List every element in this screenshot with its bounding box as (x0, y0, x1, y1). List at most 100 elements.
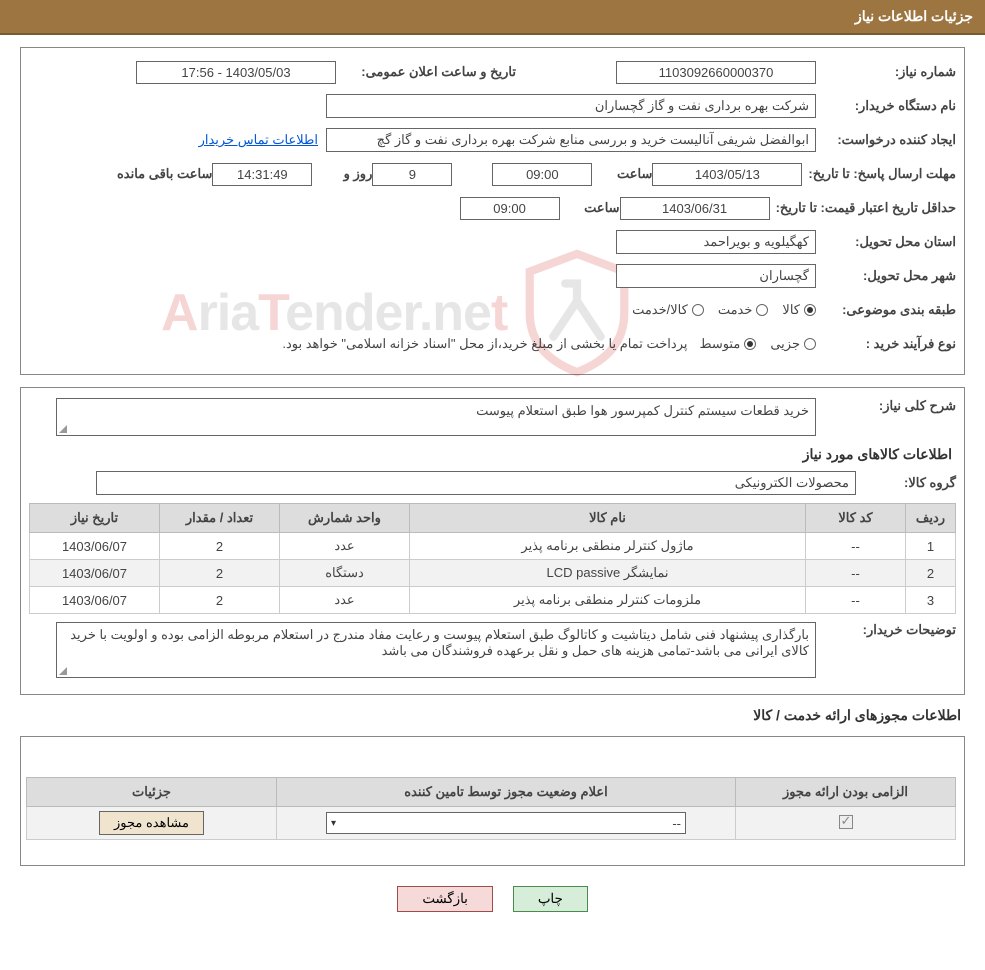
table-cell: -- (806, 560, 906, 587)
buyer-notes-text: بارگذاری پیشنهاد فنی شامل دیتاشیت و کاتا… (70, 627, 809, 658)
th-row: ردیف (906, 504, 956, 533)
table-cell: 1 (906, 533, 956, 560)
group-label: گروه کالا: (856, 475, 956, 491)
requester-label: ایجاد کننده درخواست: (816, 132, 956, 148)
table-row: 3--ملزومات کنترلر منطقی برنامه پذیرعدد21… (30, 587, 956, 614)
radio-goods-service[interactable] (692, 304, 704, 316)
overall-text: خرید قطعات سیستم کنترل کمپرسور هوا طبق ا… (476, 403, 809, 418)
purchase-type-label: نوع فرآیند خرید : (816, 336, 956, 352)
table-cell: ماژول کنترلر منطقی برنامه پذیر (410, 533, 806, 560)
radio-minor[interactable] (804, 338, 816, 350)
table-cell: 3 (906, 587, 956, 614)
payment-note: پرداخت تمام یا بخشی از مبلغ خرید،از محل … (282, 336, 687, 352)
overall-text-box: خرید قطعات سیستم کنترل کمپرسور هوا طبق ا… (56, 398, 816, 436)
cat-goods-service: کالا/خدمت (632, 302, 688, 318)
cat-service: خدمت (718, 302, 753, 318)
permits-title: اطلاعات مجوزهای ارائه خدمت / کالا (0, 707, 961, 724)
remaining-label: ساعت باقی مانده (102, 166, 212, 182)
cat-goods: کالا (782, 302, 800, 318)
table-cell: 1403/06/07 (30, 533, 160, 560)
time-label-2: ساعت (560, 200, 620, 216)
table-cell: ملزومات کنترلر منطقی برنامه پذیر (410, 587, 806, 614)
deadline-label: مهلت ارسال پاسخ: تا تاریخ: (802, 166, 956, 182)
table-cell: 2 (906, 560, 956, 587)
pt-minor: جزیی (770, 336, 800, 352)
validity-date: 1403/06/31 (620, 197, 770, 220)
row-province: استان محل تحویل: کهگیلویه و بویراحمد (29, 228, 956, 256)
table-cell: 1403/06/07 (30, 560, 160, 587)
row-need-no: شماره نیاز: 1103092660000370 تاریخ و ساع… (29, 58, 956, 86)
th-code: کد کالا (806, 504, 906, 533)
status-select[interactable]: -- ▾ (326, 812, 686, 834)
th-details: جزئیات (27, 778, 277, 807)
table-cell: -- (806, 533, 906, 560)
row-city: شهر محل تحویل: گچساران (29, 262, 956, 290)
days-label: روز و (312, 166, 372, 182)
validity-time: 09:00 (460, 197, 560, 220)
radio-medium[interactable] (744, 338, 756, 350)
overall-label: شرح کلی نیاز: (816, 398, 956, 414)
status-placeholder: -- (672, 816, 681, 831)
deadline-date: 1403/05/13 (652, 163, 802, 186)
table-cell: عدد (280, 587, 410, 614)
buyer-notes-label: توضیحات خریدار: (816, 622, 956, 638)
contact-link[interactable]: اطلاعات تماس خریدار (199, 132, 318, 148)
need-info-section: AriaTender.net شماره نیاز: 1103092660000… (20, 47, 965, 375)
group-value: محصولات الکترونیکی (96, 471, 856, 495)
row-purchase-type: نوع فرآیند خرید : جزیی متوسط پرداخت تمام… (29, 330, 956, 358)
province-label: استان محل تحویل: (816, 234, 956, 250)
print-button[interactable]: چاپ (513, 886, 588, 912)
requester-value: ابوالفضل شریفی آنالیست خرید و بررسی مناب… (326, 128, 816, 152)
radio-service[interactable] (756, 304, 768, 316)
radio-goods[interactable] (804, 304, 816, 316)
announce-label: تاریخ و ساعت اعلان عمومی: (336, 64, 516, 80)
row-buyer-org: نام دستگاه خریدار: شرکت بهره برداری نفت … (29, 92, 956, 120)
buyer-notes-box: بارگذاری پیشنهاد فنی شامل دیتاشیت و کاتا… (56, 622, 816, 678)
table-cell: 2 (160, 533, 280, 560)
time-label-1: ساعت (592, 166, 652, 182)
page-header: جزئیات اطلاعات نیاز (0, 0, 985, 35)
th-date: تاریخ نیاز (30, 504, 160, 533)
validity-label: حداقل تاریخ اعتبار قیمت: تا تاریخ: (770, 200, 956, 216)
page-title: جزئیات اطلاعات نیاز (855, 8, 973, 24)
permits-section: الزامی بودن ارائه مجوز اعلام وضعیت مجوز … (20, 736, 965, 866)
need-no-label: شماره نیاز: (816, 64, 956, 80)
table-row: 2--نمایشگر LCD passiveدستگاه21403/06/07 (30, 560, 956, 587)
chevron-down-icon: ▾ (331, 818, 336, 829)
resize-handle-icon (59, 667, 67, 675)
back-button[interactable]: بازگشت (397, 886, 493, 912)
category-label: طبقه بندی موضوعی: (816, 302, 956, 318)
buyer-org-label: نام دستگاه خریدار: (816, 98, 956, 114)
row-category: طبقه بندی موضوعی: کالا خدمت کالا/خدمت (29, 296, 956, 324)
table-cell: عدد (280, 533, 410, 560)
table-row: 1--ماژول کنترلر منطقی برنامه پذیرعدد2140… (30, 533, 956, 560)
buyer-org-value: شرکت بهره برداری نفت و گاز گچساران (326, 94, 816, 118)
mandatory-checkbox[interactable] (839, 815, 853, 829)
pt-medium: متوسط (699, 336, 740, 352)
city-value: گچساران (616, 264, 816, 288)
table-cell: نمایشگر LCD passive (410, 560, 806, 587)
row-deadline: مهلت ارسال پاسخ: تا تاریخ: 1403/05/13 سا… (29, 160, 956, 188)
province-value: کهگیلویه و بویراحمد (616, 230, 816, 254)
th-unit: واحد شمارش (280, 504, 410, 533)
table-cell: -- (806, 587, 906, 614)
items-table: ردیف کد کالا نام کالا واحد شمارش تعداد /… (29, 503, 956, 614)
permits-table: الزامی بودن ارائه مجوز اعلام وضعیت مجوز … (26, 777, 956, 840)
description-section: شرح کلی نیاز: خرید قطعات سیستم کنترل کمپ… (20, 387, 965, 695)
table-cell: دستگاه (280, 560, 410, 587)
deadline-time: 09:00 (492, 163, 592, 186)
th-qty: تعداد / مقدار (160, 504, 280, 533)
resize-handle-icon (59, 425, 67, 433)
announce-value: 1403/05/03 - 17:56 (136, 61, 336, 84)
city-label: شهر محل تحویل: (816, 268, 956, 284)
days-remaining: 9 (372, 163, 452, 186)
items-title: اطلاعات کالاهای مورد نیاز (29, 446, 952, 463)
action-bar: چاپ بازگشت (0, 886, 985, 912)
view-permit-button[interactable]: مشاهده مجوز (99, 811, 204, 835)
permit-row: -- ▾ مشاهده مجوز (27, 807, 956, 840)
th-status: اعلام وضعیت مجوز توسط تامین کننده (277, 778, 736, 807)
th-name: نام کالا (410, 504, 806, 533)
row-validity: حداقل تاریخ اعتبار قیمت: تا تاریخ: 1403/… (29, 194, 956, 222)
row-requester: ایجاد کننده درخواست: ابوالفضل شریفی آنال… (29, 126, 956, 154)
table-cell: 2 (160, 587, 280, 614)
